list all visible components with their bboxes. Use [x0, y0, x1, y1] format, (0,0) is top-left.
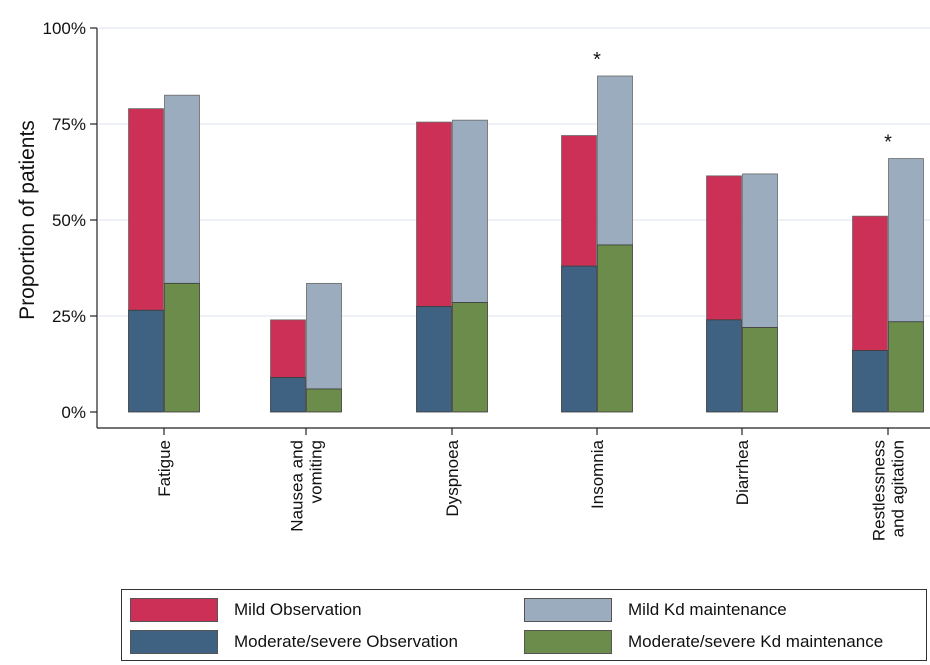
bar-nausea-and-vomiting-moderate-severe-kd-maintenance [306, 388, 342, 413]
annotation-restlessness-and-agitation: * [884, 132, 892, 154]
x-tick-label-restlessness-and-agitation: Restlessnessand agitation [870, 440, 908, 541]
y-tick-label-0: 0% [61, 403, 86, 422]
x-tick-label-line: and agitation [889, 440, 908, 537]
legend-label-moderate-severe-kd-maintenance: Moderate/severe Kd maintenance [628, 632, 884, 651]
bar-nausea-and-vomiting-moderate-severe-observation [270, 377, 306, 413]
axes: 0% 25% 50% 75% 100% Fatigue Nausea andvomiting… [43, 19, 930, 541]
bar-insomnia-mild-observation [561, 135, 597, 267]
bar-nausea-and-vomiting-mild-observation [270, 319, 306, 378]
x-tick-label-dyspnoea: Dyspnoea [443, 439, 462, 516]
bar-diarrhea-moderate-severe-observation [706, 319, 742, 413]
bar-nausea-and-vomiting-mild-kd-maintenance [306, 282, 342, 390]
legend-swatch-mild-kd-maintenance [524, 598, 612, 622]
x-tick-label-line: Insomnia [588, 439, 607, 509]
legend-item-mild-kd-maintenance: Mild Kd maintenance [524, 598, 787, 622]
legend-item-moderate-severe-kd-maintenance: Moderate/severe Kd maintenance [524, 630, 883, 654]
bar-dyspnoea-mild-observation [416, 121, 452, 307]
grid-lines [99, 27, 930, 317]
legend-label-moderate-severe-observation: Moderate/severe Observation [234, 632, 458, 651]
bar-fatigue-moderate-severe-observation [128, 309, 164, 413]
legend-item-mild-observation: Mild Observation [130, 598, 362, 622]
y-tick-label-50: 50% [52, 211, 86, 230]
bar-diarrhea-mild-kd-maintenance [742, 173, 778, 328]
x-tick-label-line: Diarrhea [733, 439, 752, 505]
x-tick-label-line: Dyspnoea [443, 439, 462, 516]
y-axis-label: Proportion of patients [16, 120, 39, 320]
annotation-insomnia: * [593, 49, 601, 71]
bar-dyspnoea-moderate-severe-kd-maintenance [452, 302, 488, 413]
y-tick-label-75: 75% [52, 115, 86, 134]
bar-fatigue-mild-observation [128, 108, 164, 311]
x-tick-label-nausea-and-vomiting: Nausea andvomiting [288, 440, 326, 532]
bar-restlessness-and-agitation-moderate-severe-observation [852, 350, 888, 413]
y-tick-label-25: 25% [52, 307, 86, 326]
legend-label-mild-kd-maintenance: Mild Kd maintenance [628, 600, 787, 619]
x-tick-label-line: Restlessness [870, 440, 889, 541]
bar-fatigue-moderate-severe-kd-maintenance [164, 282, 200, 413]
x-tick-label-diarrhea: Diarrhea [733, 439, 752, 505]
bar-dyspnoea-moderate-severe-observation [416, 305, 452, 413]
x-tick-label-fatigue: Fatigue [155, 440, 174, 497]
x-tick-label-insomnia: Insomnia [588, 439, 607, 509]
legend-item-moderate-severe-observation: Moderate/severe Observation [130, 630, 458, 654]
bar-diarrhea-moderate-severe-kd-maintenance [742, 327, 778, 413]
bar-restlessness-and-agitation-mild-kd-maintenance [888, 158, 924, 323]
bars: ** [128, 49, 924, 413]
bar-restlessness-and-agitation-moderate-severe-kd-maintenance [888, 321, 924, 413]
bar-diarrhea-mild-observation [706, 175, 742, 321]
stacked-bar-chart: ** 0%25%50%75%100%Fatigue Nausea andvomit… [16, 19, 930, 541]
bar-fatigue-mild-kd-maintenance [164, 94, 200, 284]
bar-dyspnoea-mild-kd-maintenance [452, 119, 488, 303]
legend-label-mild-observation: Mild Observation [234, 600, 362, 619]
bar-restlessness-and-agitation-mild-observation [852, 215, 888, 351]
bar-insomnia-moderate-severe-observation [561, 265, 597, 413]
bar-insomnia-moderate-severe-kd-maintenance [597, 244, 633, 413]
legend: Mild Observation Mild Kd maintenance Mod… [121, 589, 927, 661]
legend-swatch-moderate-severe-observation [130, 630, 218, 654]
y-tick-label-100: 100% [43, 19, 86, 38]
x-tick-label-line: vomiting [307, 440, 326, 503]
x-tick-label-line: Fatigue [155, 440, 174, 497]
bar-insomnia-mild-kd-maintenance [597, 75, 633, 246]
x-tick-label-line: Nausea and [288, 440, 307, 532]
legend-swatch-mild-observation [130, 598, 218, 622]
legend-swatch-moderate-severe-kd-maintenance [524, 630, 612, 654]
